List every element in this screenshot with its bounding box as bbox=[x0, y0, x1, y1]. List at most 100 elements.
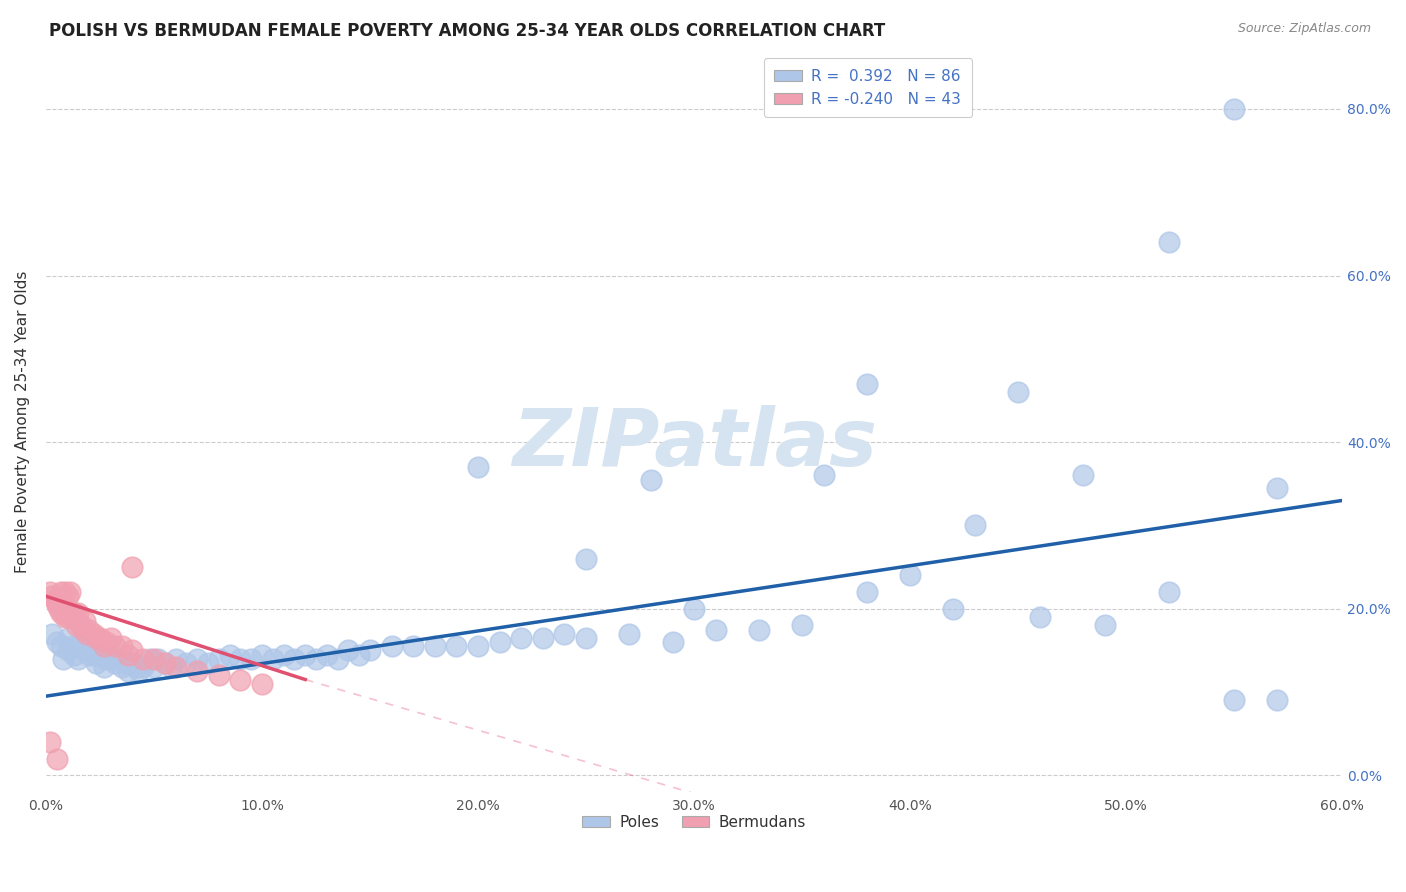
Point bbox=[63, 606, 86, 620]
Point bbox=[963, 518, 986, 533]
Point bbox=[898, 568, 921, 582]
Text: ZIPatlas: ZIPatlas bbox=[512, 405, 876, 483]
Point bbox=[143, 660, 166, 674]
Point bbox=[110, 639, 132, 653]
Point bbox=[76, 626, 98, 640]
Point bbox=[52, 593, 75, 607]
Point bbox=[96, 635, 118, 649]
Point bbox=[89, 648, 111, 662]
Point bbox=[856, 585, 879, 599]
Point bbox=[115, 656, 138, 670]
Point bbox=[60, 639, 83, 653]
Point bbox=[110, 660, 132, 674]
Point bbox=[1267, 481, 1289, 495]
Point bbox=[283, 651, 305, 665]
Point bbox=[575, 551, 598, 566]
Point bbox=[208, 651, 231, 665]
Point bbox=[45, 751, 67, 765]
Point bbox=[423, 639, 446, 653]
Point bbox=[84, 656, 107, 670]
Point bbox=[1267, 693, 1289, 707]
Point bbox=[69, 618, 91, 632]
Point bbox=[49, 606, 72, 620]
Point bbox=[315, 648, 337, 662]
Point bbox=[93, 660, 115, 674]
Point bbox=[748, 623, 770, 637]
Point bbox=[83, 626, 105, 640]
Point bbox=[240, 651, 263, 665]
Point bbox=[125, 660, 148, 674]
Point bbox=[72, 623, 94, 637]
Point bbox=[1223, 102, 1246, 116]
Point bbox=[56, 610, 79, 624]
Point bbox=[359, 643, 381, 657]
Point bbox=[531, 631, 554, 645]
Point bbox=[575, 631, 598, 645]
Point bbox=[49, 585, 72, 599]
Point bbox=[45, 635, 67, 649]
Point bbox=[467, 639, 489, 653]
Point bbox=[73, 643, 96, 657]
Point bbox=[165, 651, 187, 665]
Point bbox=[100, 631, 122, 645]
Text: POLISH VS BERMUDAN FEMALE POVERTY AMONG 25-34 YEAR OLDS CORRELATION CHART: POLISH VS BERMUDAN FEMALE POVERTY AMONG … bbox=[49, 22, 886, 40]
Point bbox=[250, 648, 273, 662]
Point bbox=[250, 676, 273, 690]
Legend: Poles, Bermudans: Poles, Bermudans bbox=[576, 809, 813, 836]
Point bbox=[1007, 385, 1029, 400]
Point bbox=[942, 601, 965, 615]
Point bbox=[661, 635, 683, 649]
Point bbox=[553, 626, 575, 640]
Point bbox=[186, 651, 208, 665]
Point bbox=[160, 660, 183, 674]
Point bbox=[45, 598, 67, 612]
Point bbox=[104, 639, 127, 653]
Point bbox=[121, 560, 143, 574]
Point bbox=[856, 376, 879, 391]
Point bbox=[44, 593, 66, 607]
Point bbox=[67, 606, 90, 620]
Point bbox=[153, 656, 176, 670]
Point bbox=[176, 656, 198, 670]
Point bbox=[73, 614, 96, 628]
Point bbox=[55, 610, 77, 624]
Point bbox=[56, 589, 79, 603]
Point bbox=[104, 656, 127, 670]
Point bbox=[148, 651, 170, 665]
Point bbox=[55, 585, 77, 599]
Point bbox=[93, 639, 115, 653]
Text: Source: ZipAtlas.com: Source: ZipAtlas.com bbox=[1237, 22, 1371, 36]
Point bbox=[467, 460, 489, 475]
Point bbox=[337, 643, 360, 657]
Point bbox=[197, 656, 219, 670]
Point bbox=[488, 635, 510, 649]
Point bbox=[208, 668, 231, 682]
Point bbox=[77, 648, 100, 662]
Point bbox=[84, 631, 107, 645]
Point bbox=[349, 648, 371, 662]
Point bbox=[138, 651, 160, 665]
Point bbox=[41, 589, 63, 603]
Point bbox=[640, 473, 662, 487]
Point bbox=[273, 648, 295, 662]
Point bbox=[128, 664, 150, 678]
Point bbox=[326, 651, 349, 665]
Point bbox=[83, 648, 105, 662]
Point bbox=[1071, 468, 1094, 483]
Point bbox=[510, 631, 533, 645]
Point bbox=[305, 651, 328, 665]
Point bbox=[39, 735, 62, 749]
Y-axis label: Female Poverty Among 25-34 Year Olds: Female Poverty Among 25-34 Year Olds bbox=[15, 270, 30, 573]
Point bbox=[39, 585, 62, 599]
Point bbox=[77, 623, 100, 637]
Point bbox=[67, 651, 90, 665]
Point bbox=[683, 601, 706, 615]
Point bbox=[1159, 235, 1181, 250]
Point bbox=[89, 631, 111, 645]
Point bbox=[294, 648, 316, 662]
Point bbox=[65, 618, 87, 632]
Point bbox=[229, 673, 252, 687]
Point bbox=[619, 626, 641, 640]
Point bbox=[121, 656, 143, 670]
Point bbox=[132, 660, 155, 674]
